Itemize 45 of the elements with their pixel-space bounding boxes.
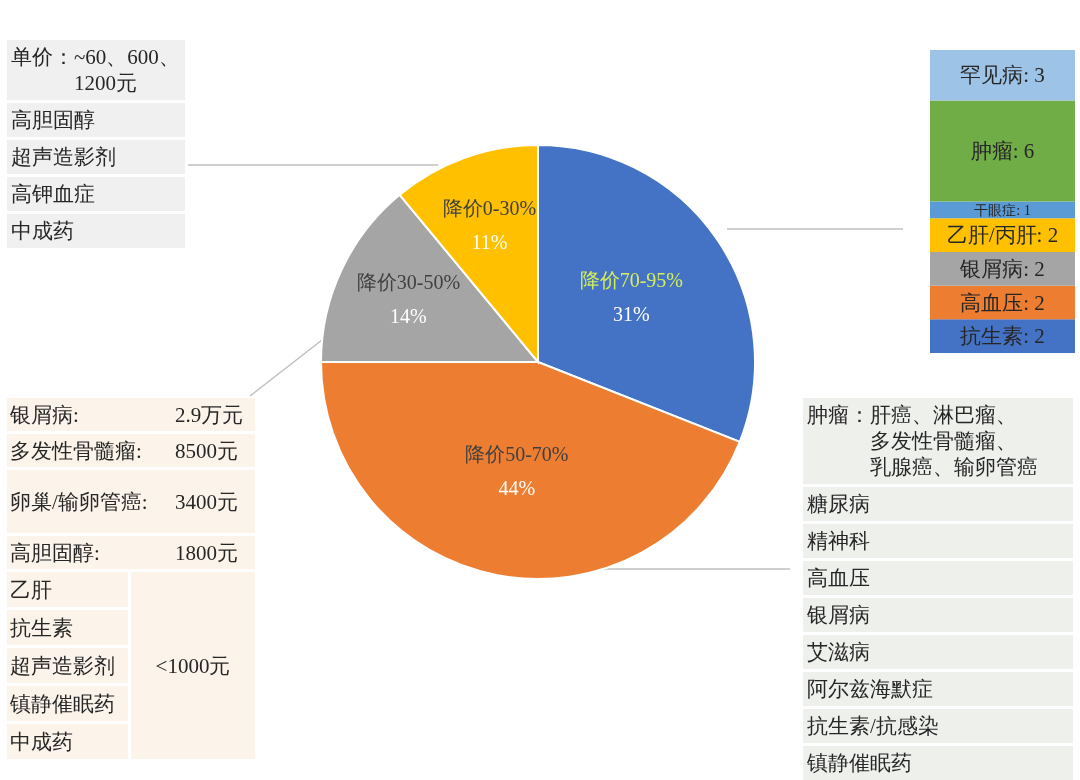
data-label: 肿瘤: 6	[970, 139, 1035, 163]
data-label: 44%	[498, 476, 536, 499]
text: 糖尿病	[803, 487, 1073, 521]
text: 超声造影剂	[7, 648, 128, 683]
text: 艾滋病	[803, 635, 1073, 669]
text: 镇静催眠药	[803, 746, 1073, 780]
text: 中成药	[7, 214, 185, 248]
text: 抗生素	[7, 610, 128, 645]
text: <1000元	[131, 572, 255, 759]
slice-label: 降价70-95%	[579, 268, 683, 291]
slice-label: 降价50-70%	[465, 442, 569, 465]
text: 高胆固醇	[7, 103, 185, 137]
text: 银屑病:	[10, 401, 79, 429]
data-label: 11%	[471, 231, 508, 254]
text: 银屑病	[803, 598, 1073, 632]
text: 多发性骨髓瘤:	[10, 437, 142, 465]
text: 2.9万元	[175, 401, 244, 429]
text: 阿尔兹海默症	[803, 672, 1073, 706]
text: 肿瘤：肝癌、淋巴瘤、多发性骨髓瘤、乳腺癌、输卵管癌	[803, 398, 1073, 484]
slice-label: 降价30-50%	[356, 271, 461, 294]
data-label: 抗生素: 2	[960, 324, 1045, 349]
text: 单价：~60、600、1200元	[7, 40, 185, 100]
data-label: 高血压: 2	[960, 290, 1045, 315]
text: 高胆固醇:	[10, 539, 100, 567]
data-label: 银屑病: 2	[959, 256, 1045, 281]
text: 中成药	[7, 724, 128, 759]
text: 高钾血症	[7, 177, 185, 211]
data-label: 罕见病: 3	[960, 63, 1045, 88]
data-label: 14%	[390, 305, 427, 328]
text: 3400元	[175, 488, 238, 516]
bar	[930, 50, 1075, 101]
text: 抗生素/抗感染	[803, 709, 1073, 743]
data-label: 31%	[612, 302, 650, 325]
text: 乙肝	[7, 572, 128, 607]
text: 高血压	[803, 561, 1073, 595]
text: 8500元	[175, 437, 238, 465]
data-label: 乙肝/丙肝: 2	[946, 223, 1059, 248]
text: 镇静催眠药	[7, 686, 128, 721]
text: 1800元	[175, 539, 238, 567]
text: 精神科	[803, 524, 1073, 558]
text: 卵巢/输卵管癌:	[10, 488, 148, 516]
text: 超声造影剂	[7, 140, 185, 174]
data-label: 干眼症: 1	[974, 201, 1031, 218]
slice-label: 降价0-30%	[442, 197, 537, 220]
bar	[930, 100, 1075, 202]
